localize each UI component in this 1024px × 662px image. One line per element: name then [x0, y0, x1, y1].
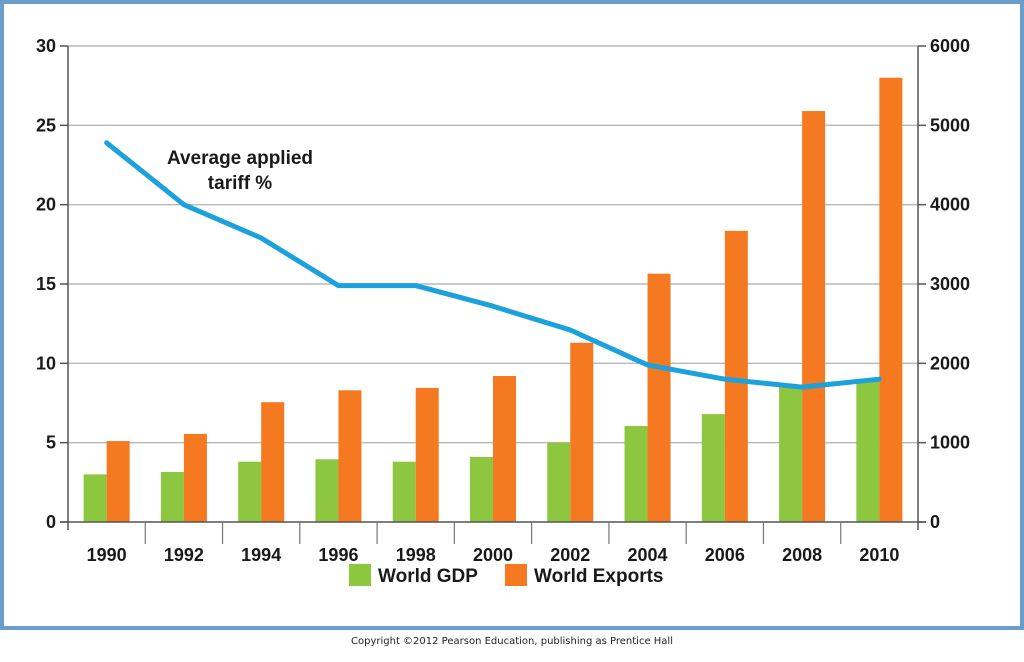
left-axis-tick-label: 15	[36, 274, 56, 294]
left-axis-tick-label: 0	[46, 512, 56, 532]
left-axis-tick-label: 5	[46, 433, 56, 453]
bar-world-gdp	[547, 442, 571, 522]
left-axis-tick-label: 20	[36, 195, 56, 215]
bar-world-exports	[261, 402, 285, 522]
bar-world-gdp	[392, 461, 416, 522]
tariff-annotation-line-1: Average applied	[167, 148, 313, 169]
bar-world-gdp	[238, 461, 262, 522]
bar-world-gdp	[624, 426, 648, 522]
bar-world-exports	[415, 387, 439, 522]
bar-world-exports	[493, 376, 516, 522]
right-axis-tick-label: 5000	[930, 115, 970, 135]
right-axis-tick-label: 2000	[930, 353, 970, 373]
x-axis-tick-label: 1998	[396, 545, 436, 565]
left-axis-tick-label: 30	[36, 36, 56, 56]
legend-swatch-world-gdp	[349, 564, 371, 586]
right-axis-tick-label: 3000	[930, 274, 970, 294]
bar-world-exports	[802, 111, 826, 522]
bar-world-gdp	[470, 456, 493, 522]
bar-world-exports	[338, 390, 362, 522]
bar-world-gdp	[83, 474, 107, 522]
bar-world-exports	[106, 441, 130, 522]
x-axis-tick-label: 1996	[318, 545, 358, 565]
legend-swatch-world-exports	[505, 564, 527, 586]
x-axis-tick-label: 1992	[164, 545, 204, 565]
bar-world-gdp	[701, 414, 725, 522]
bar-world-gdp	[856, 379, 880, 522]
x-axis-tick-label: 2006	[705, 545, 745, 565]
tariff-line	[104, 140, 882, 390]
bar-world-gdp	[160, 472, 184, 522]
chart-frame	[0, 0, 1024, 630]
legend-label-world-exports: World Exports	[534, 566, 664, 587]
bar-world-exports	[183, 433, 207, 522]
bar-world-gdp	[315, 459, 339, 522]
x-axis-tick-label: 2010	[859, 545, 899, 565]
bar-world-exports	[647, 273, 671, 522]
bar-world-gdp	[779, 385, 803, 522]
right-axis-tick-label: 4000	[930, 195, 970, 215]
copyright-notice: Copyright ©2012 Pearson Education, publi…	[351, 636, 673, 647]
tariff-annotation-line-2: tariff %	[208, 173, 273, 194]
x-axis-tick-label: 2004	[628, 545, 668, 565]
bar-world-exports	[879, 77, 903, 522]
bar-world-exports	[724, 230, 748, 522]
x-axis-tick-label: 2008	[782, 545, 822, 565]
right-axis-tick-label: 6000	[930, 36, 970, 56]
bar-world-exports	[570, 342, 594, 522]
x-axis-tick-label: 1990	[87, 545, 127, 565]
left-axis-tick-label: 10	[36, 353, 56, 373]
legend-label-world-gdp: World GDP	[378, 566, 478, 587]
x-axis-tick-label: 2000	[473, 545, 513, 565]
chart: 0 5 10 15 20 25 30 0 1000 2000 3000 4000 5000 6000 199…	[36, 36, 970, 587]
x-axis-tick-label: 2002	[550, 545, 590, 565]
x-axis-tick-label: 1994	[241, 545, 281, 565]
right-axis-tick-label: 1000	[930, 433, 970, 453]
left-axis-tick-label: 25	[36, 115, 56, 135]
right-axis-tick-label: 0	[930, 512, 940, 532]
